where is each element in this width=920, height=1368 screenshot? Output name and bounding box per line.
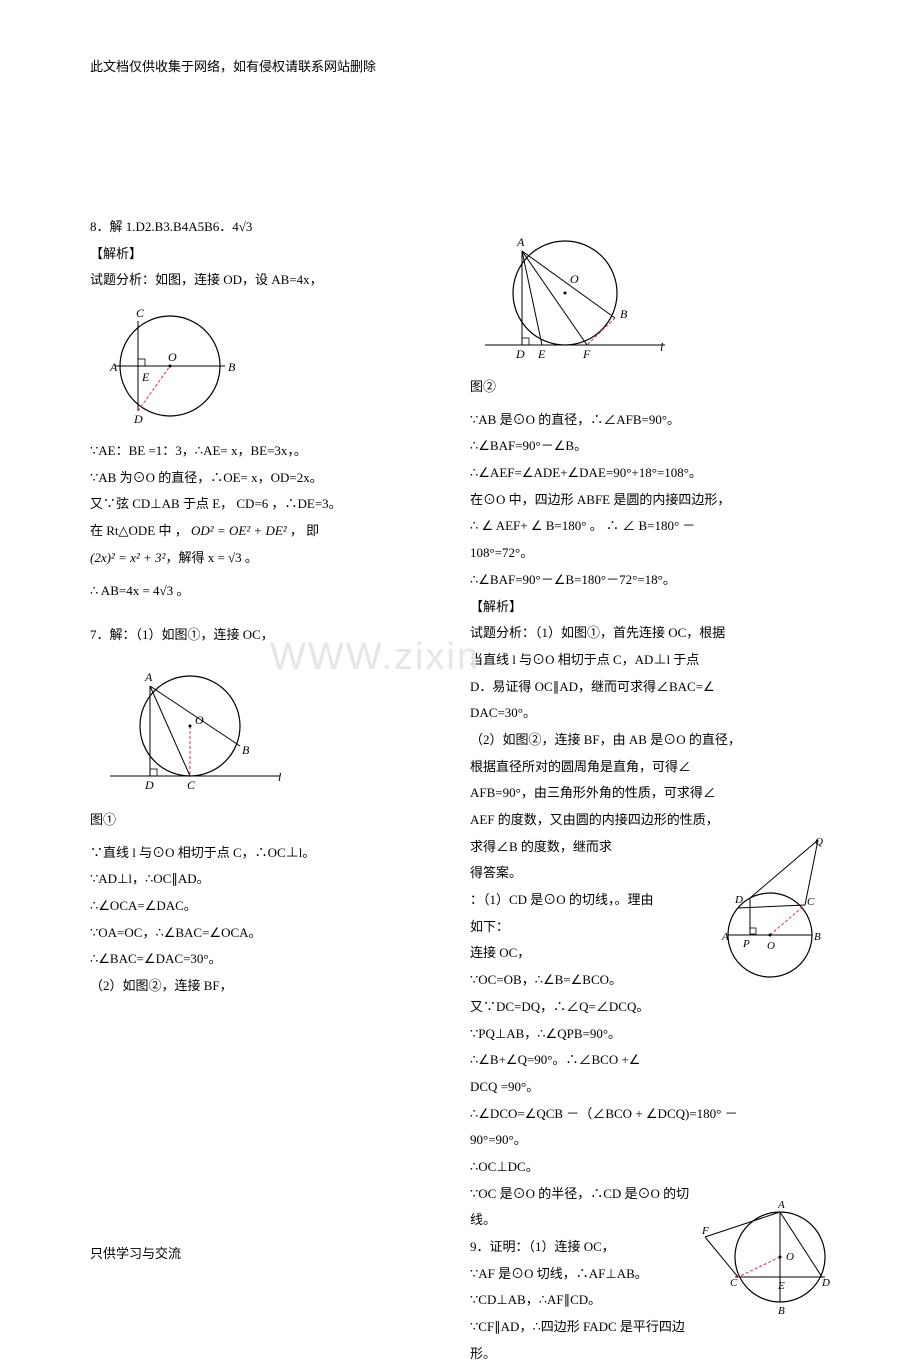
svg-text:l: l [278,770,282,784]
svg-text:D: D [821,1277,830,1289]
left-column: 8．解 1.D2.B3.B4A5B6．4√3 【解析】 试题分析：如图，连接 O… [90,215,450,1368]
text-line: ∴ AB=4x = 4√3 。 [90,579,450,604]
svg-text:C: C [136,306,145,320]
text-line: ∴∠BAF=90°－∠B。 [470,434,830,459]
text-line: DCQ =90°。 [470,1075,830,1100]
text-line: D．易证得 OC∥AD，继而可求得∠BAC=∠ [470,675,830,700]
text-line: ∵直线 l 与⊙O 相切于点 C，∴OC⊥l。 [90,841,450,866]
svg-text:A: A [109,360,118,374]
svg-text:A: A [516,235,525,249]
text-line: 试题分析：（1）如图①，首先连接 OC，根据 [470,621,830,646]
svg-text:O: O [168,350,177,364]
text-line: ∵AB 为⊙O 的直径，∴OE= x，OD=2x。 [90,466,450,491]
figure-circle-2: A O B D C l 图① [90,656,450,833]
page-header: 此文档仅供收集于网络，如有侵权请联系网站删除 [90,56,830,75]
svg-text:A: A [777,1199,785,1211]
text-line: ∵AB 是⊙O 的直径，∴∠AFB=90°。 [470,408,830,433]
text-line: AFB=90°，由三角形外角的性质，可求得∠ [470,781,830,806]
text-line: （2）如图②，连接 BF， [90,974,450,999]
svg-text:D: D [515,347,525,361]
text-line: AEF 的度数，又由圆的内接四边形的性质， [470,808,830,833]
svg-text:l: l [660,340,664,354]
text-line: ∵AD⊥l，∴OC∥AD。 [90,867,450,892]
svg-text:E: E [777,1280,785,1292]
text-line: ∵OA=OC，∴∠BAC=∠OCA。 [90,921,450,946]
text-line: ∴∠OCA=∠DAC。 [90,894,450,919]
text-line: ∴∠BAF=90°－∠B=180°－72°=18°。 [470,568,830,593]
svg-text:F: F [582,347,591,361]
text-line: 试题分析：如图，连接 OD，设 AB=4x， [90,268,450,293]
figure-label: 图① [90,808,450,833]
text-line: ∴OC⊥DC。 [470,1155,830,1180]
svg-text:C: C [807,896,815,908]
svg-text:C: C [187,778,196,792]
text-line: 又∵弦 CD⊥AB 于点 E， CD=6 ，∴DE=3。 [90,492,450,517]
svg-text:E: E [141,370,150,384]
svg-text:O: O [570,272,579,286]
svg-text:B: B [620,307,628,321]
svg-text:O: O [767,940,775,952]
text-line: 形。 [470,1342,830,1367]
text-line: 又∵DC=DQ，∴∠Q=∠DCQ。 [470,995,830,1020]
svg-text:D: D [734,894,743,906]
text-line: 在 Rt△ODE 中 ， OD² = OE² + DE² ， 即 [90,519,450,544]
svg-text:F: F [701,1225,709,1237]
svg-text:B: B [242,743,250,757]
svg-text:B: B [814,931,821,943]
text-line: 7．解：（1）如图①，连接 OC， [90,623,450,648]
figure-circle-5: F A O C E D B [700,1182,830,1331]
svg-text:D: D [144,778,154,792]
svg-text:O: O [195,713,204,727]
svg-text:C: C [730,1277,738,1289]
text-line: (2x)² = x² + 3²，解得 x = √3 。 [90,546,450,571]
svg-text:B: B [228,360,236,374]
text-line: ∴∠AEF=∠ADE+∠DAE=90°+18°=108°。 [470,461,830,486]
right-column: A O B D E F l 图② ∵AB 是⊙O 的直径，∴∠AFB=90°。 … [470,215,830,1368]
text-line: 90°=90°。 [470,1128,830,1153]
text-line: ∴∠BAC=∠DAC=30°。 [90,947,450,972]
svg-text:Q: Q [815,836,823,848]
figure-circle-3: A O B D E F l 图② [470,223,830,400]
figure-circle-1: C A B O E D [90,301,450,431]
text-line: 8．解 1.D2.B3.B4A5B6．4√3 [90,215,450,240]
text-line: ∴∠B+∠Q=90°。∴∠BCO +∠ [470,1048,830,1073]
figure-label: 图② [470,375,830,400]
text-line: ∵PQ⊥AB，∴∠QPB=90°。 [470,1022,830,1047]
svg-text:P: P [742,938,750,950]
text-line: 当直线 l 与⊙O 相切于点 C，AD⊥l 于点 [470,648,830,673]
svg-text:A: A [144,670,153,684]
text-line: ∵AE：BE =1：3，∴AE= x，BE=3x，。 [90,439,450,464]
text-line: （2）如图②，连接 BF，由 AB 是⊙O 的直径， [470,728,830,753]
svg-text:E: E [537,347,546,361]
svg-text:B: B [778,1305,785,1317]
svg-text:D: D [133,412,143,426]
text-line: 根据直径所对的圆周角是直角，可得∠ [470,755,830,780]
figure-circle-4: Q D C A P O B [710,835,830,994]
text-line: 【解析】 [470,595,830,620]
text-line: ∴∠DCO=∠QCB －（∠BCO + ∠DCQ)=180° － [470,1102,830,1127]
text-line: DAC=30°。 [470,701,830,726]
text-line: 在⊙O 中，四边形 ABFE 是圆的内接四边形， [470,488,830,513]
text-line: 108°=72°。 [470,541,830,566]
svg-text:A: A [721,931,729,943]
svg-text:O: O [786,1251,794,1263]
text-line: ∴ ∠ AEF+ ∠ B=180° 。 ∴ ∠ B=180° － [470,514,830,539]
text-line: 【解析】 [90,242,450,267]
